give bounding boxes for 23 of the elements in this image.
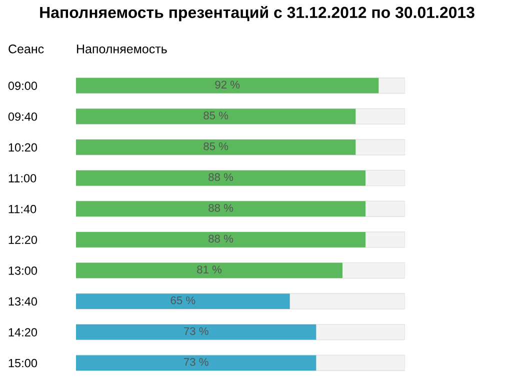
data-label: 65 % bbox=[170, 296, 196, 304]
data-label: 88 % bbox=[208, 204, 234, 212]
data-label: 81 % bbox=[197, 266, 222, 274]
data-label: 92 % bbox=[215, 80, 240, 89]
data-label: 85 % bbox=[204, 142, 228, 150]
data-label: 85 % bbox=[204, 112, 228, 120]
y-tick-label: 09:40 bbox=[8, 112, 38, 121]
y-tick-label: 13:00 bbox=[8, 266, 38, 275]
y-tick-label: 10:20 bbox=[8, 143, 38, 152]
data-label: 88 % bbox=[208, 173, 234, 182]
y-tick-label: 13:40 bbox=[8, 297, 38, 306]
y-tick-label: 14:20 bbox=[8, 328, 38, 336]
data-label: 88 % bbox=[208, 234, 234, 243]
chart-title: Наполняемость презентаций с 31.12.2012 по 30.01.2013 bbox=[40, 6, 474, 22]
y-tick-label: 12:20 bbox=[8, 236, 38, 244]
y-tick-label: 11:40 bbox=[8, 204, 36, 214]
y-tick-label: 15:00 bbox=[8, 358, 38, 368]
y-tick-label: 11:00 bbox=[8, 174, 36, 182]
data-label: 73 % bbox=[184, 358, 208, 366]
data-label: 73 % bbox=[184, 327, 208, 336]
y-tick-label: 09:00 bbox=[8, 82, 38, 90]
y-axis-title: Сеанс bbox=[8, 44, 44, 54]
x-axis-title: Наполняемость bbox=[77, 44, 167, 54]
